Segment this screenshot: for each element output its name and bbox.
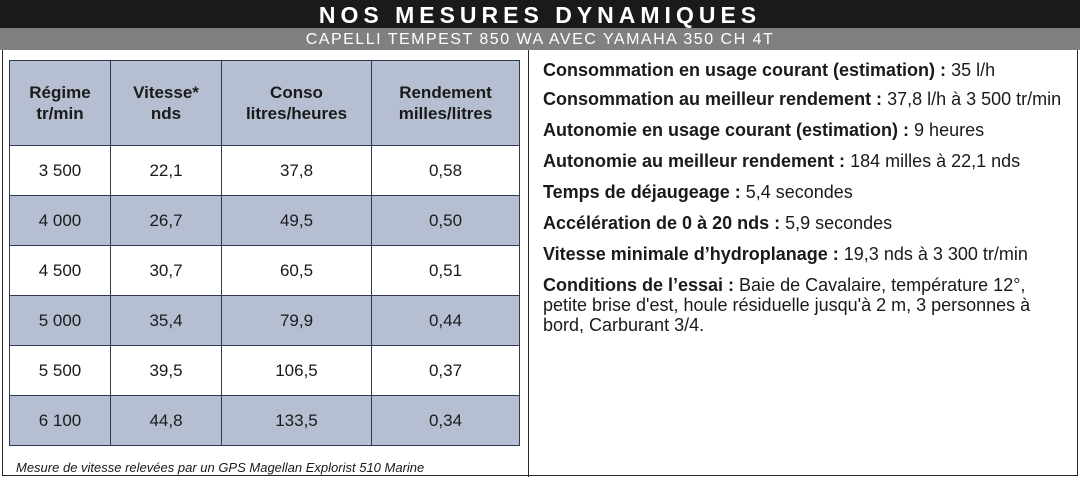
measure-consumption-usual: Consommation en usage courant (estimatio… bbox=[543, 60, 1068, 80]
measure-value: 5,9 secondes bbox=[785, 213, 893, 233]
table-cell: 44,8 bbox=[110, 395, 222, 446]
measure-label: Autonomie au meilleur rendement : bbox=[543, 151, 846, 171]
measure-value: Baie de Cavalaire, température 12°, peti… bbox=[543, 275, 1031, 335]
table-cell: 0,50 bbox=[371, 195, 520, 246]
table-cell: 0,34 bbox=[371, 395, 520, 446]
table-cell: 3 500 bbox=[9, 145, 111, 196]
table-cell: 5 000 bbox=[9, 295, 111, 346]
measure-value: 37,8 l/h à 3 500 tr/min bbox=[887, 89, 1062, 109]
table-cell: 0,44 bbox=[371, 295, 520, 346]
measure-value: 184 milles à 22,1 nds bbox=[850, 151, 1021, 171]
table-cell: 60,5 bbox=[221, 245, 372, 296]
measure-min-planing-speed: Vitesse minimale d’hydroplanage : 19,3 n… bbox=[543, 244, 1068, 264]
measure-test-conditions: Conditions de l’essai : Baie de Cavalair… bbox=[543, 275, 1068, 335]
column-header-rendement: Rendement milles/litres bbox=[371, 60, 520, 146]
performance-table: Régime tr/min Vitesse* nds Conso litres/heu… bbox=[9, 60, 520, 446]
table-row: 4 500 30,7 60,5 0,51 bbox=[9, 245, 520, 296]
measure-label: Temps de déjaugeage : bbox=[543, 182, 741, 202]
table-cell: 0,37 bbox=[371, 345, 520, 396]
content-frame bbox=[2, 50, 1078, 476]
measure-consumption-best: Consommation au meilleur rendement : 37,… bbox=[543, 89, 1068, 109]
measure-label: Accélération de 0 à 20 nds : bbox=[543, 213, 781, 233]
measure-range-usual: Autonomie en usage courant (estimation) … bbox=[543, 120, 1068, 140]
table-cell: 49,5 bbox=[221, 195, 372, 246]
table-cell: 4 500 bbox=[9, 245, 111, 296]
table-footnote: Mesure de vitesse relevées par un GPS Ma… bbox=[16, 460, 425, 475]
measure-range-best: Autonomie au meilleur rendement : 184 mi… bbox=[543, 151, 1068, 171]
table-cell: 22,1 bbox=[110, 145, 222, 196]
table-cell: 5 500 bbox=[9, 345, 111, 396]
measure-label: Consommation au meilleur rendement : bbox=[543, 89, 883, 109]
table-cell: 26,7 bbox=[110, 195, 222, 246]
column-divider bbox=[528, 50, 529, 477]
table-header-row: Régime tr/min Vitesse* nds Conso litres/heu… bbox=[9, 60, 520, 146]
measure-label: Autonomie en usage courant (estimation) … bbox=[543, 120, 910, 140]
table-row: 4 000 26,7 49,5 0,50 bbox=[9, 195, 520, 246]
page-subtitle: CAPELLI TEMPEST 850 WA AVEC YAMAHA 350 C… bbox=[0, 28, 1080, 50]
table-row: 3 500 22,1 37,8 0,58 bbox=[9, 145, 520, 196]
table-row: 5 000 35,4 79,9 0,44 bbox=[9, 295, 520, 346]
table-cell: 6 100 bbox=[9, 395, 111, 446]
table-row: 5 500 39,5 106,5 0,37 bbox=[9, 345, 520, 396]
measure-label: Consommation en usage courant (estimatio… bbox=[543, 60, 947, 80]
measure-value: 19,3 nds à 3 300 tr/min bbox=[843, 244, 1028, 264]
table-cell: 4 000 bbox=[9, 195, 111, 246]
table-cell: 39,5 bbox=[110, 345, 222, 396]
table-cell: 133,5 bbox=[221, 395, 372, 446]
column-header-regime: Régime tr/min bbox=[9, 60, 111, 146]
measure-value: 5,4 secondes bbox=[745, 182, 853, 202]
table-cell: 0,51 bbox=[371, 245, 520, 296]
measure-acceleration: Accélération de 0 à 20 nds : 5,9 seconde… bbox=[543, 213, 1068, 233]
measure-label: Vitesse minimale d’hydroplanage : bbox=[543, 244, 839, 264]
table-cell: 106,5 bbox=[221, 345, 372, 396]
page-title: NOS MESURES DYNAMIQUES bbox=[0, 0, 1080, 28]
table-cell: 30,7 bbox=[110, 245, 222, 296]
measurements-list: Consommation en usage courant (estimatio… bbox=[543, 60, 1068, 346]
measure-value: 35 l/h bbox=[951, 60, 996, 80]
table-cell: 79,9 bbox=[221, 295, 372, 346]
table-row: 6 100 44,8 133,5 0,34 bbox=[9, 395, 520, 446]
table-cell: 0,58 bbox=[371, 145, 520, 196]
measure-label: Conditions de l’essai : bbox=[543, 275, 735, 295]
measure-value: 9 heures bbox=[914, 120, 985, 140]
column-header-conso: Conso litres/heures bbox=[221, 60, 372, 146]
measure-planing-time: Temps de déjaugeage : 5,4 secondes bbox=[543, 182, 1068, 202]
table-cell: 35,4 bbox=[110, 295, 222, 346]
column-header-vitesse: Vitesse* nds bbox=[110, 60, 222, 146]
table-cell: 37,8 bbox=[221, 145, 372, 196]
